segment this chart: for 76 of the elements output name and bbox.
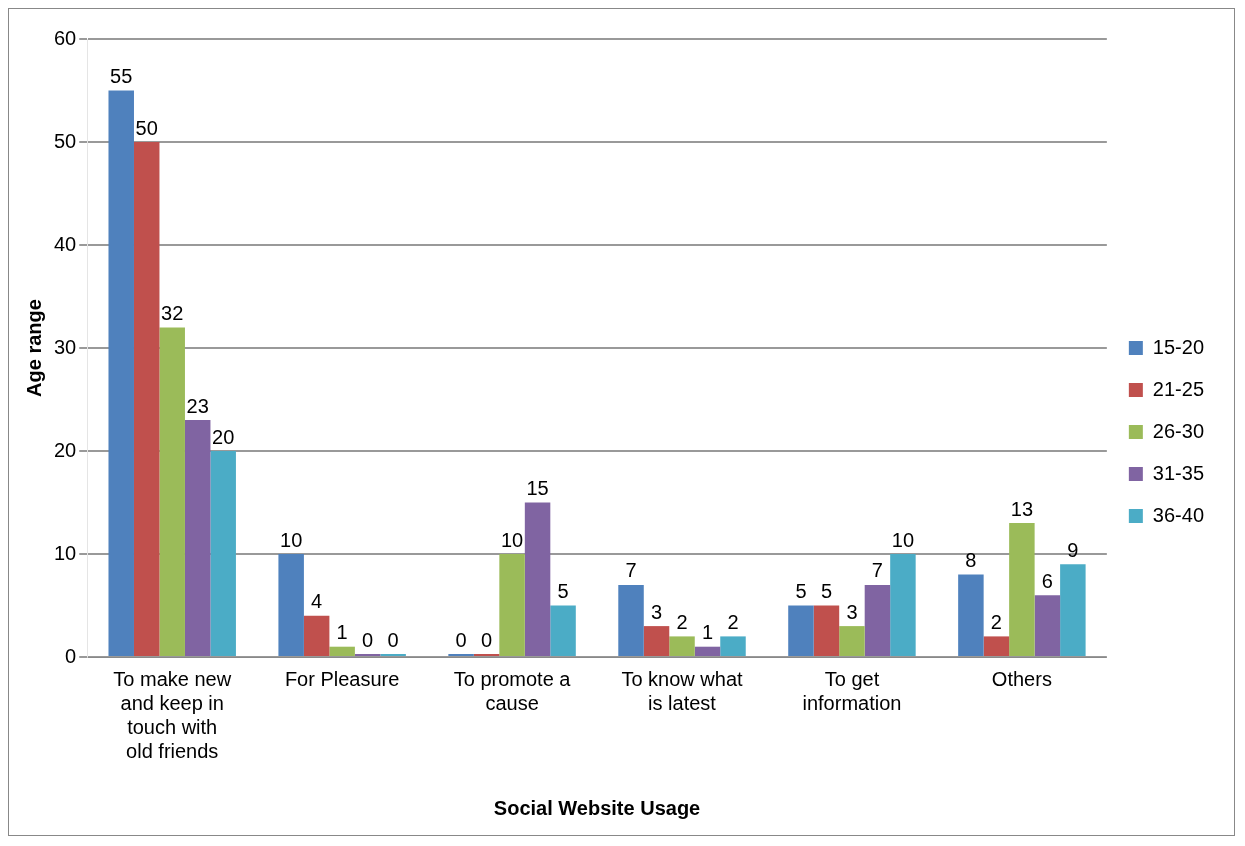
y-tick-label: 60 xyxy=(54,26,77,49)
bar xyxy=(983,636,1010,656)
legend-label: 36-40 xyxy=(1152,503,1204,526)
bar xyxy=(1034,595,1061,656)
data-label: 10 xyxy=(891,528,915,551)
legend-label: 31-35 xyxy=(1152,461,1204,484)
data-label: 0 xyxy=(481,628,493,651)
legend-label: 21-25 xyxy=(1152,377,1204,400)
data-label: 2 xyxy=(990,610,1002,633)
bar xyxy=(839,626,865,656)
x-tick-label: For Pleasure xyxy=(284,667,400,690)
data-label: 23 xyxy=(186,394,209,417)
data-label: 6 xyxy=(1041,569,1053,592)
data-label: 1 xyxy=(336,621,348,644)
x-axis-title: Social Website Usage xyxy=(493,796,701,819)
bar xyxy=(864,584,891,656)
y-tick-label: 0 xyxy=(65,644,77,667)
x-tick-label: Others xyxy=(991,667,1052,690)
bar xyxy=(669,636,695,656)
data-label: 9 xyxy=(1067,538,1079,561)
bar xyxy=(550,605,576,656)
bar xyxy=(524,502,551,656)
x-tick-label: To know what is latest xyxy=(621,667,744,714)
bar xyxy=(159,327,185,656)
data-label: 7 xyxy=(625,559,637,582)
legend-label: 15-20 xyxy=(1152,335,1204,358)
bar xyxy=(1060,564,1086,656)
x-tick-label: To get information xyxy=(802,667,902,714)
bar xyxy=(643,626,670,656)
data-label: 8 xyxy=(965,549,977,572)
bar xyxy=(694,646,721,656)
bar xyxy=(210,451,236,656)
bar xyxy=(329,646,355,656)
data-label: 2 xyxy=(727,610,739,633)
y-tick-label: 10 xyxy=(54,541,77,564)
bar xyxy=(788,605,814,656)
y-tick-label: 20 xyxy=(54,438,77,461)
bar xyxy=(133,142,160,656)
data-label: 32 xyxy=(161,301,184,324)
y-tick-label: 50 xyxy=(54,129,77,152)
y-tick-label: 30 xyxy=(54,335,77,358)
data-label: 3 xyxy=(650,600,663,623)
data-label: 0 xyxy=(362,628,374,651)
data-label: 3 xyxy=(846,600,858,623)
bar xyxy=(184,420,211,656)
data-label: 20 xyxy=(212,425,235,448)
bar xyxy=(958,574,984,656)
bar xyxy=(108,90,134,656)
bar xyxy=(1009,523,1035,656)
legend-label: 26-30 xyxy=(1152,419,1204,442)
data-label: 5 xyxy=(795,580,807,603)
data-label: 4 xyxy=(311,590,323,613)
bar xyxy=(890,554,916,656)
data-label: 7 xyxy=(871,559,883,582)
bar xyxy=(499,554,525,656)
data-label: 5 xyxy=(557,580,569,603)
data-label: 15 xyxy=(526,477,549,500)
x-tick-label: To make new and keep in touch with old friends xyxy=(113,667,232,762)
bar xyxy=(303,615,330,656)
y-tick-label: 40 xyxy=(54,232,77,255)
bar xyxy=(618,584,644,656)
data-label: 1 xyxy=(701,621,714,644)
data-label: 5 xyxy=(820,580,833,603)
bar xyxy=(720,636,746,656)
data-label: 10 xyxy=(280,528,303,551)
y-axis-title: Age range xyxy=(22,299,45,397)
data-label: 50 xyxy=(135,116,158,139)
data-label: 55 xyxy=(110,65,133,88)
data-label: 10 xyxy=(500,528,524,551)
bar xyxy=(278,554,304,656)
data-label: 0 xyxy=(455,628,467,651)
data-label: 0 xyxy=(387,628,399,651)
bar xyxy=(813,605,840,656)
data-label: 2 xyxy=(676,610,688,633)
x-tick-label: To promote a cause xyxy=(453,667,572,714)
data-label: 13 xyxy=(1010,497,1034,520)
